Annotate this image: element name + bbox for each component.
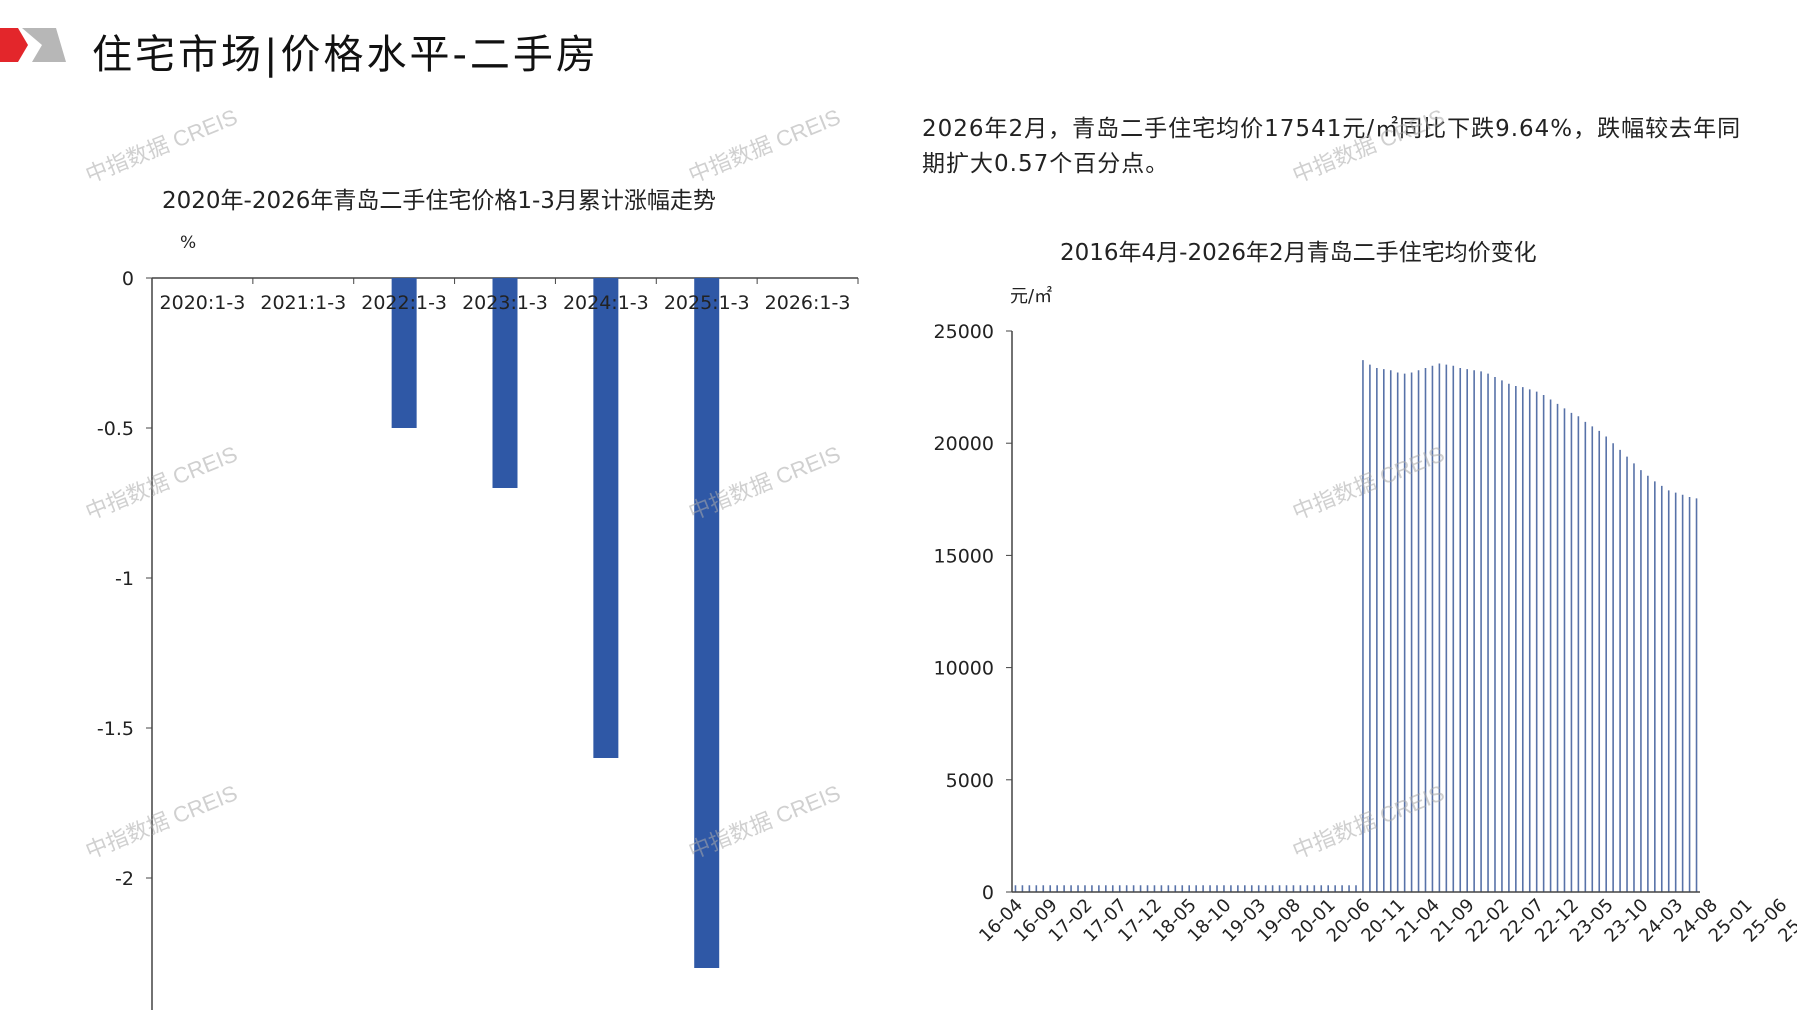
x-tick-label: 2020:1-3 [160, 292, 246, 314]
chart-title: 2016年4月-2026年2月青岛二手住宅均价变化 [1060, 240, 1537, 266]
bar [694, 278, 720, 968]
page-title: 住宅市场|价格水平-二手房 [92, 32, 599, 78]
y-tick-label: 0 [982, 882, 994, 904]
logo-gray-shape [22, 28, 66, 62]
y-tick-label: 0 [122, 268, 134, 290]
x-tick-label: 2024:1-3 [563, 292, 649, 314]
x-tick-label: 2025:1-3 [664, 292, 750, 314]
x-tick-label: 2026:1-3 [765, 292, 851, 314]
x-tick-label: 2022:1-3 [361, 292, 447, 314]
x-tick-label: 2023:1-3 [462, 292, 548, 314]
summary-text: 2026年2月，青岛二手住宅均价17541元/㎡同比下跌9.64%，跌幅较去年同… [922, 116, 1742, 177]
y-tick-label: -0.5 [97, 418, 134, 440]
y-tick-label: 10000 [934, 658, 994, 680]
bar-chart-ytd-change: 2020年-2026年青岛二手住宅价格1-3月累计涨幅走势 % 0 -0.5 -1 -… [97, 188, 859, 1010]
y-tick-label: 25000 [934, 321, 994, 343]
y-tick-label: -2 [115, 868, 134, 890]
y-tick-labels: 0 -0.5 -1 -1.5 -2 [97, 268, 134, 890]
y-tick-labels: 0 5000 10000 15000 20000 25000 [934, 321, 994, 904]
x-tick-labels: 2020:1-3 2021:1-3 2022:1-3 2023:1-3 2024:1-3… [160, 292, 851, 314]
y-axis-label: % [180, 233, 196, 253]
y-tick-label: 15000 [934, 545, 994, 567]
y-tick-label: 5000 [946, 770, 994, 792]
y-axis-label: 元/㎡ [1010, 285, 1052, 307]
chart-title: 2020年-2026年青岛二手住宅价格1-3月累计涨幅走势 [162, 188, 716, 214]
bars [391, 278, 720, 968]
axes [1006, 330, 1700, 893]
x-tick-label: 2021:1-3 [260, 292, 346, 314]
logo-red-shape [0, 28, 28, 62]
bars [1014, 360, 1698, 892]
y-tick-label: -1.5 [97, 718, 134, 740]
bar [492, 278, 518, 488]
bar [593, 278, 619, 758]
y-tick-label: -1 [115, 568, 134, 590]
y-tick-label: 20000 [934, 433, 994, 455]
bar [391, 278, 417, 428]
brand-logo [0, 28, 66, 62]
x-tick-labels: 16-0416-0917-0217-0717-1218-0518-1019-03… [975, 895, 1797, 947]
